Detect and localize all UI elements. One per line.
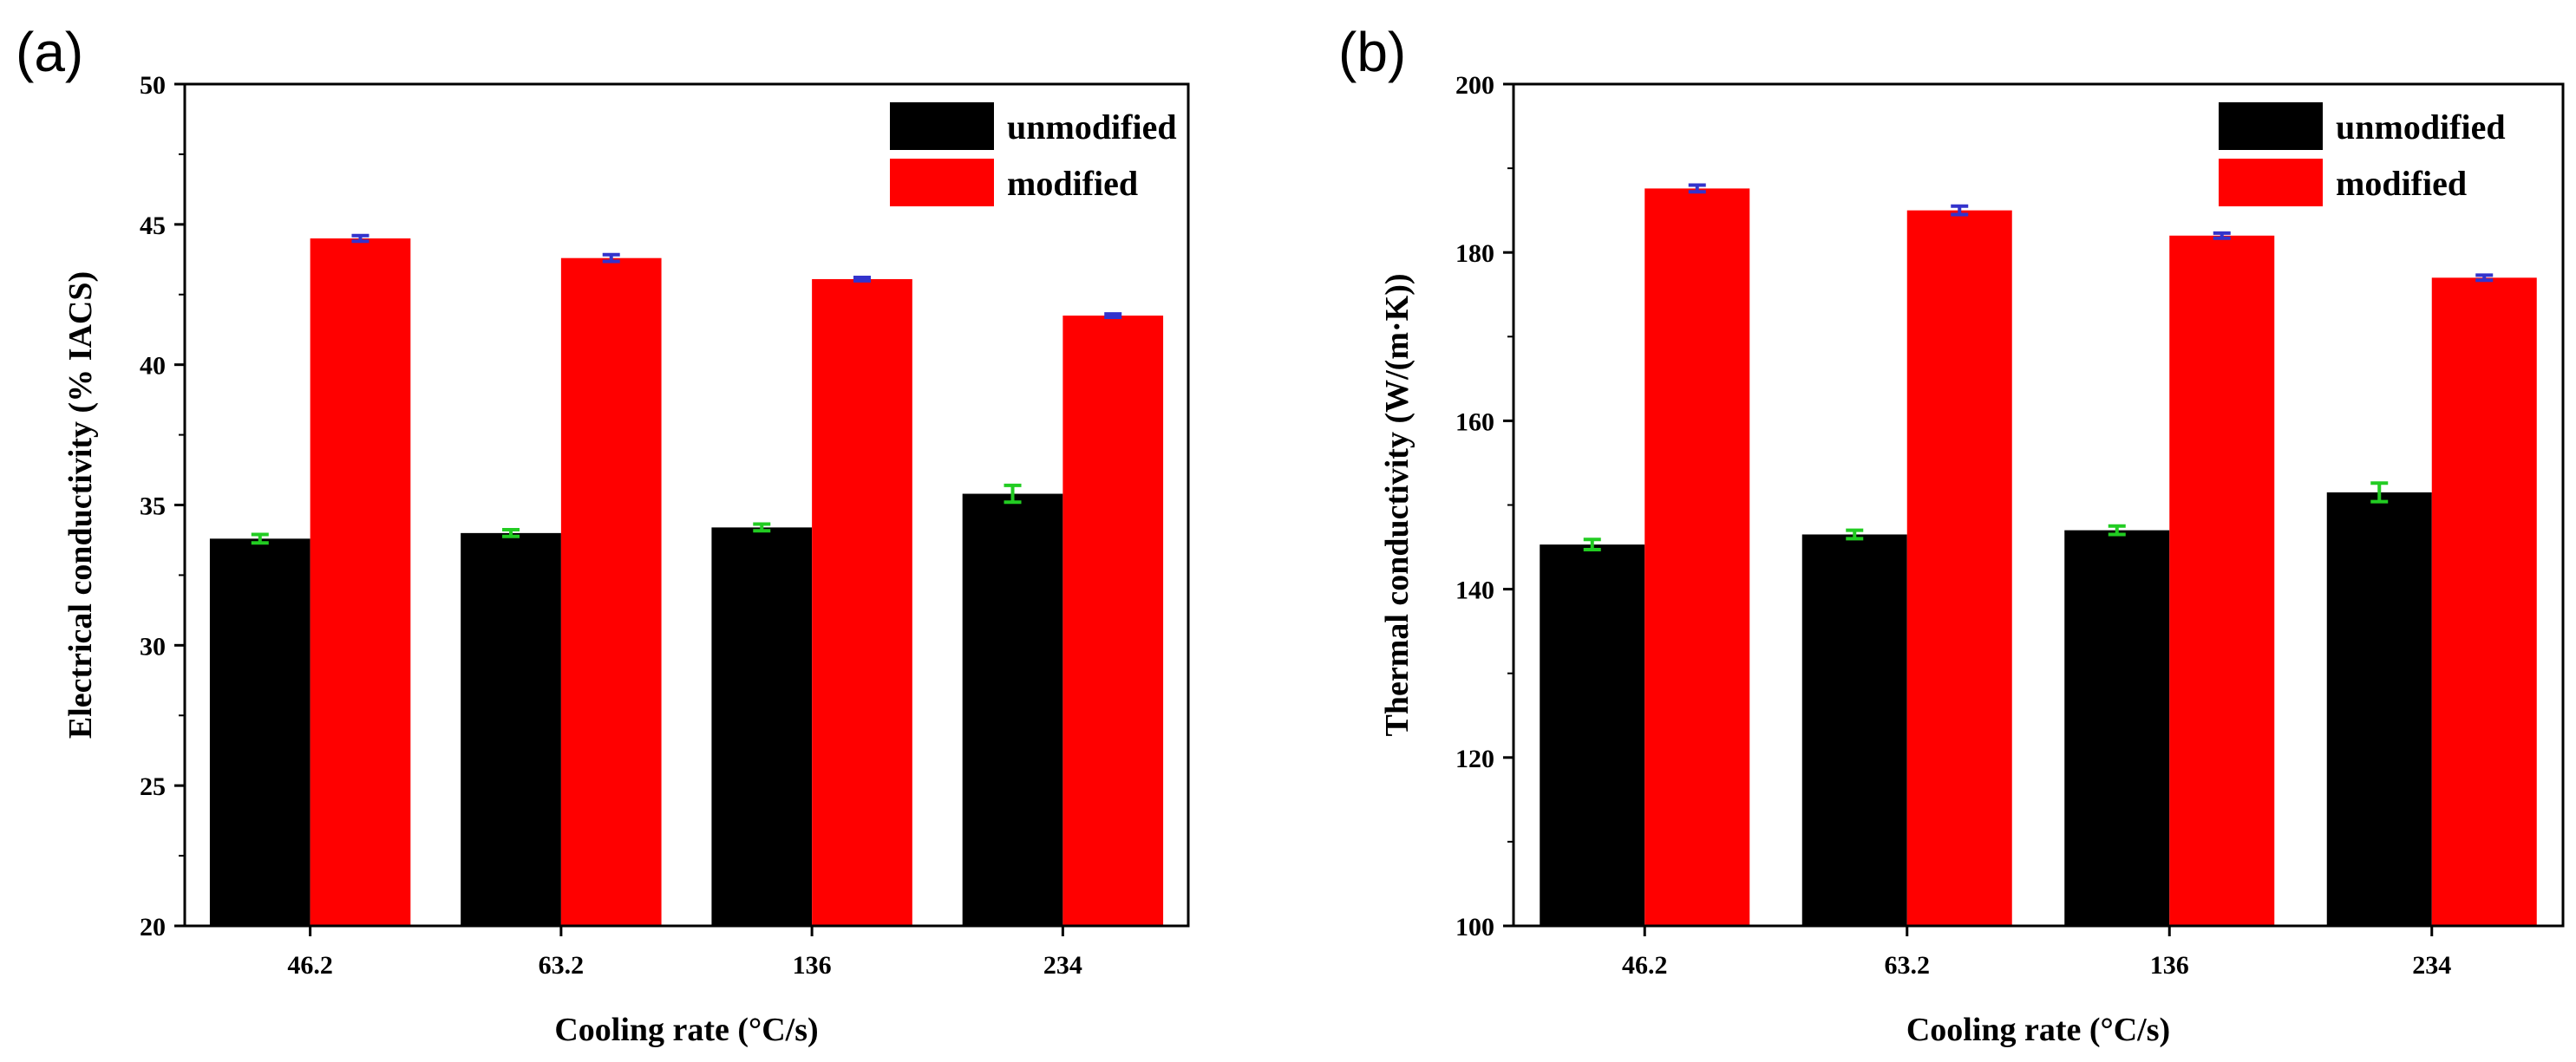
bar-unmodified-1 (461, 532, 561, 926)
bar-modified-2 (812, 278, 912, 926)
bar-unmodified-2 (711, 527, 813, 926)
error-bar-unmodified-1 (1846, 528, 1864, 541)
plot-frame (1512, 82, 2565, 928)
y-tick-label: 30 (140, 632, 166, 661)
plot-frame (183, 82, 1190, 928)
y-tick-label: 120 (1455, 745, 1494, 773)
x-tick-label: 136 (2150, 951, 2189, 980)
legend-swatch-modified (890, 159, 994, 206)
x-axis-title: Cooling rate (°C/s) (1906, 1012, 2170, 1048)
y-tick-label: 100 (1455, 913, 1494, 941)
bar-unmodified-1 (1801, 534, 1907, 926)
legend-swatch-modified (2219, 159, 2323, 206)
panel-a: 46.2 63.2 136 234 20 25 30 35 40 45 50 Cooling rate… (16, 21, 1190, 1048)
legend-swatch-unmodified (890, 102, 994, 150)
y-tick-label: 180 (1455, 239, 1494, 268)
x-axis-title: Cooling rate (°C/s) (554, 1012, 818, 1048)
y-tick-label: 35 (140, 492, 166, 521)
error-bar-unmodified-3 (1004, 483, 1022, 505)
x-tick-label: 136 (793, 951, 832, 980)
x-tick-label: 46.2 (1622, 951, 1668, 980)
bar-modified-0 (310, 238, 411, 926)
x-tick-label: 234 (2412, 951, 2451, 980)
x-tick-label: 234 (1043, 951, 1082, 980)
legend: unmodified modified (2219, 102, 2506, 206)
error-bar-unmodified-3 (2370, 481, 2389, 504)
y-tick-label: 40 (140, 352, 166, 381)
error-bar-modified-3 (2475, 273, 2494, 283)
y-tick-label: 160 (1455, 407, 1494, 436)
bar-modified-1 (1906, 210, 2012, 926)
panel-label: (b) (1338, 21, 1406, 83)
y-tick-label: 140 (1455, 577, 1494, 605)
x-tick-label: 63.2 (539, 951, 585, 980)
panel-label: (a) (16, 21, 83, 83)
error-bar-modified-2 (853, 276, 871, 283)
bar-unmodified-0 (209, 538, 311, 926)
y-tick-label: 200 (1455, 71, 1494, 100)
error-bar-unmodified-0 (251, 532, 269, 545)
bar-modified-0 (1644, 188, 1750, 927)
error-bar-modified-2 (2213, 231, 2231, 240)
error-bar-modified-1 (602, 252, 620, 264)
x-tick-label: 63.2 (1885, 951, 1931, 980)
bar-modified-3 (2431, 277, 2537, 927)
error-bar-modified-0 (351, 233, 369, 244)
y-axis-title: Electrical conductivity (% IACS) (62, 271, 99, 739)
y-tick-label: 45 (140, 212, 166, 240)
legend-label-modified: modified (1007, 164, 1138, 203)
error-bar-modified-1 (1951, 204, 1969, 217)
error-bar-unmodified-0 (1583, 538, 1601, 551)
legend: unmodified modified (890, 102, 1177, 206)
y-tick-label: 20 (140, 913, 166, 941)
error-bar-unmodified-2 (2108, 524, 2126, 537)
error-bar-modified-3 (1104, 312, 1122, 319)
legend-label-unmodified: unmodified (2336, 108, 2506, 147)
bar-unmodified-0 (1540, 544, 1645, 926)
legend-swatch-unmodified (2219, 102, 2323, 150)
bar-unmodified-2 (2064, 530, 2170, 926)
y-tick-label: 25 (140, 772, 166, 801)
legend-label-unmodified: unmodified (1007, 108, 1177, 147)
bar-unmodified-3 (2326, 492, 2432, 926)
legend-label-modified: modified (2336, 164, 2467, 203)
bar-unmodified-3 (962, 493, 1063, 926)
y-tick-label: 50 (140, 71, 166, 100)
error-bar-unmodified-2 (753, 522, 771, 533)
error-bar-unmodified-1 (502, 527, 520, 538)
x-tick-label: 46.2 (287, 951, 333, 980)
bar-modified-3 (1062, 316, 1164, 926)
error-bar-modified-0 (1688, 183, 1706, 194)
bar-modified-2 (2169, 235, 2275, 926)
y-axis-title: Thermal conductivity (W/(m·K)) (1379, 273, 1415, 736)
bar-modified-1 (560, 257, 662, 926)
panel-b: 46.2 63.2 136 234 100 120 140 160 180 200 Cooling … (1338, 21, 2565, 1048)
